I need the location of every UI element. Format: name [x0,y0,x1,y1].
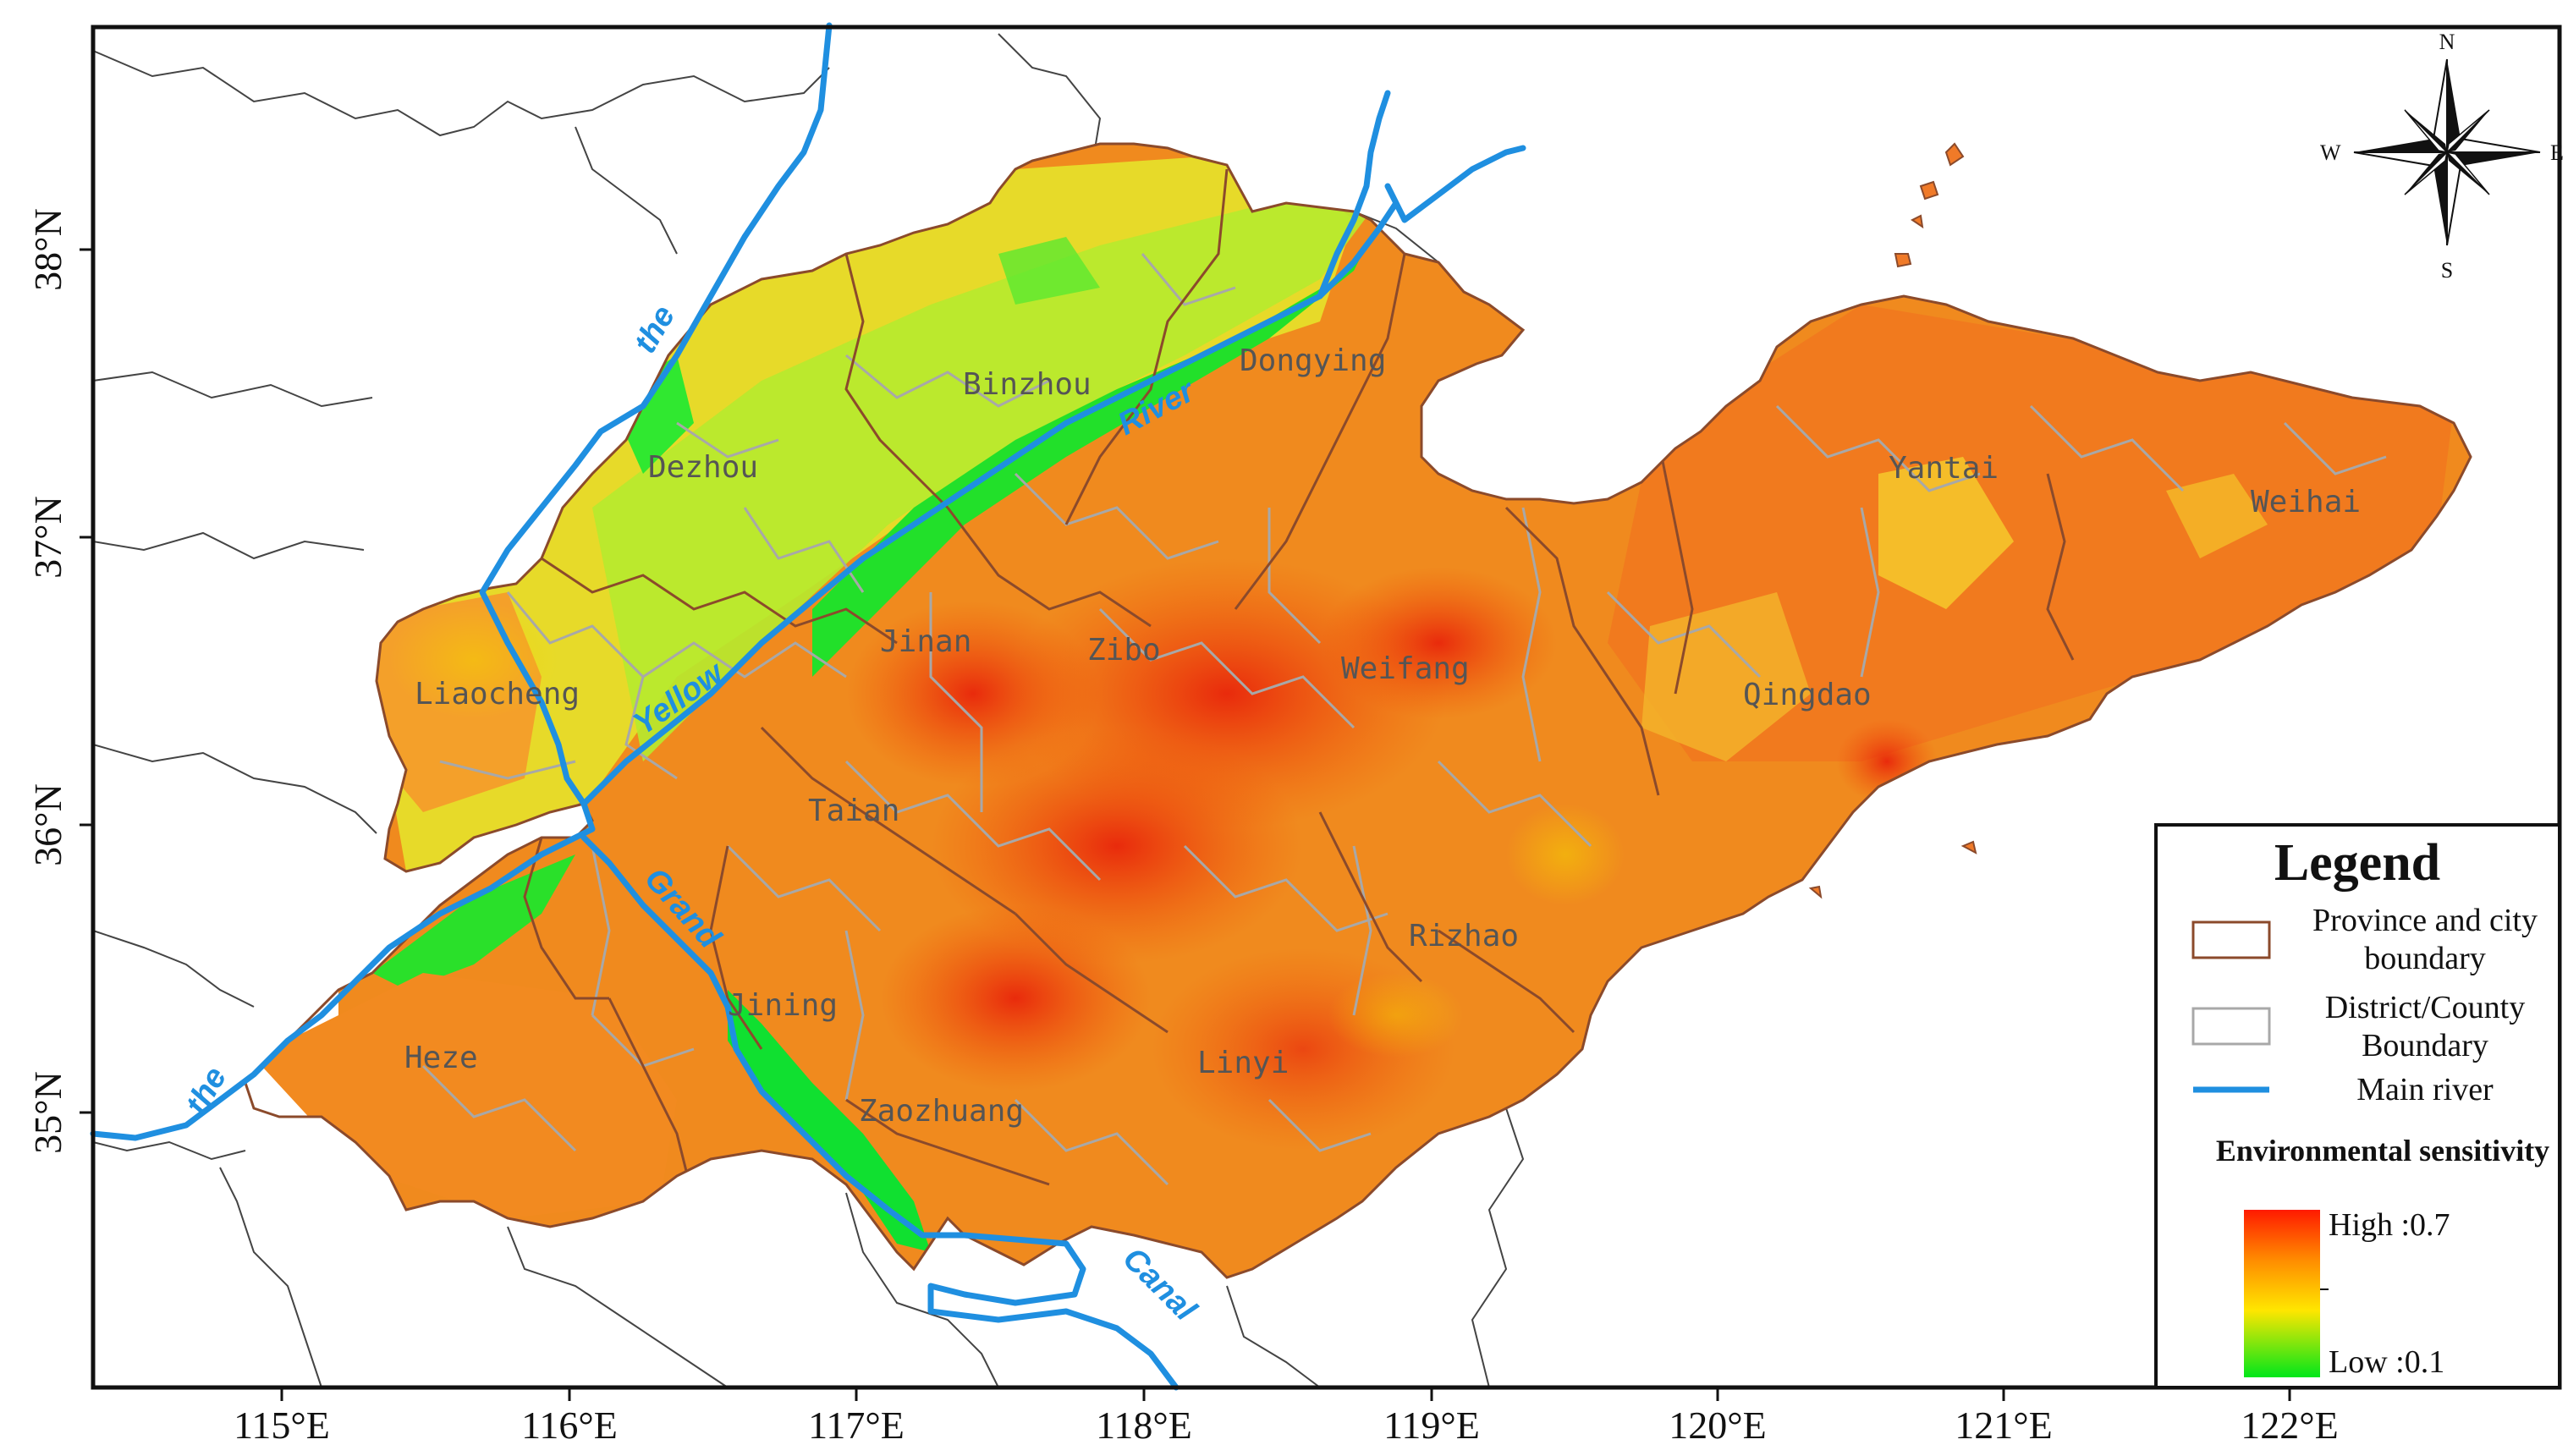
legend-scale-title: Environmental sensitivity [2216,1134,2549,1168]
legend-county-line2: Boundary [2362,1028,2488,1063]
compass-w: W [2320,140,2341,165]
legend-province-line1: Province and city [2312,903,2538,938]
city-dongying: Dongying [1240,343,1386,378]
legend-province-line2: boundary [2364,941,2486,976]
legend-river-label: Main river [2356,1072,2494,1107]
legend-high-label: High :0.7 [2329,1207,2450,1243]
legend-color-ramp [2244,1210,2320,1377]
legend-county-line1: District/County [2325,990,2525,1025]
city-jining: Jining [728,988,838,1023]
city-zaozhuang: Zaozhuang [859,1094,1024,1129]
city-linyi: Linyi [1197,1046,1289,1080]
compass-rose: N S E W [2320,30,2564,283]
x-tick-122: 122°E [2241,1404,2339,1447]
tick-marks [80,248,2291,1401]
neighbor-boundaries [92,33,1525,1388]
x-tick-116: 116°E [521,1404,618,1447]
islands [1808,142,1977,899]
legend-box [2154,823,2561,1389]
city-dezhou: Dezhou [648,450,758,485]
city-heze: Heze [404,1041,478,1075]
x-tick-121: 121°E [1955,1404,2053,1447]
legend-swatch-province [2191,920,2271,959]
compass-s: S [2441,258,2453,283]
city-jinan: Jinan [880,624,971,659]
city-weifang: Weifang [1341,651,1470,686]
legend-title: Legend [2274,834,2440,892]
map-frame [91,25,2562,1390]
legend: Legend Province and city boundary Distri… [2154,823,2561,1389]
city-boundaries [523,168,2075,1202]
city-liaocheng: Liaocheng [415,677,580,712]
y-tick-38: 38°N [26,208,69,291]
city-labels: Dongying Binzhou Dezhou Liaocheng Jinan … [404,343,2361,1129]
city-weihai: Weihai [2251,485,2361,519]
y-tick-35: 35°N [26,1071,69,1154]
city-rizhao: Rizhao [1409,919,1519,953]
city-zibo: Zibo [1087,633,1161,668]
y-tick-labels: 38°N 37°N 36°N 35°N [26,208,69,1154]
compass-e: E [2550,140,2564,165]
city-taian: Taian [808,794,899,828]
legend-low-label: Low :0.1 [2329,1344,2444,1380]
legend-swatch-county [2191,1007,2271,1046]
x-tick-labels: 115°E 116°E 117°E 118°E 119°E 120°E 121°… [234,1404,2339,1447]
compass-n: N [2439,30,2455,54]
city-qingdao: Qingdao [1743,678,1872,712]
x-tick-118: 118°E [1096,1404,1192,1447]
main-rivers [90,22,1526,1391]
x-tick-119: 119°E [1383,1404,1480,1447]
city-yantai: Yantai [1889,451,1999,486]
x-tick-117: 117°E [808,1404,905,1447]
county-boundaries [421,253,2387,1186]
y-tick-37: 37°N [26,496,69,579]
x-tick-115: 115°E [234,1404,330,1447]
city-binzhou: Binzhou [963,367,1092,402]
x-tick-120: 120°E [1669,1404,1767,1447]
y-tick-36: 36°N [26,783,69,866]
